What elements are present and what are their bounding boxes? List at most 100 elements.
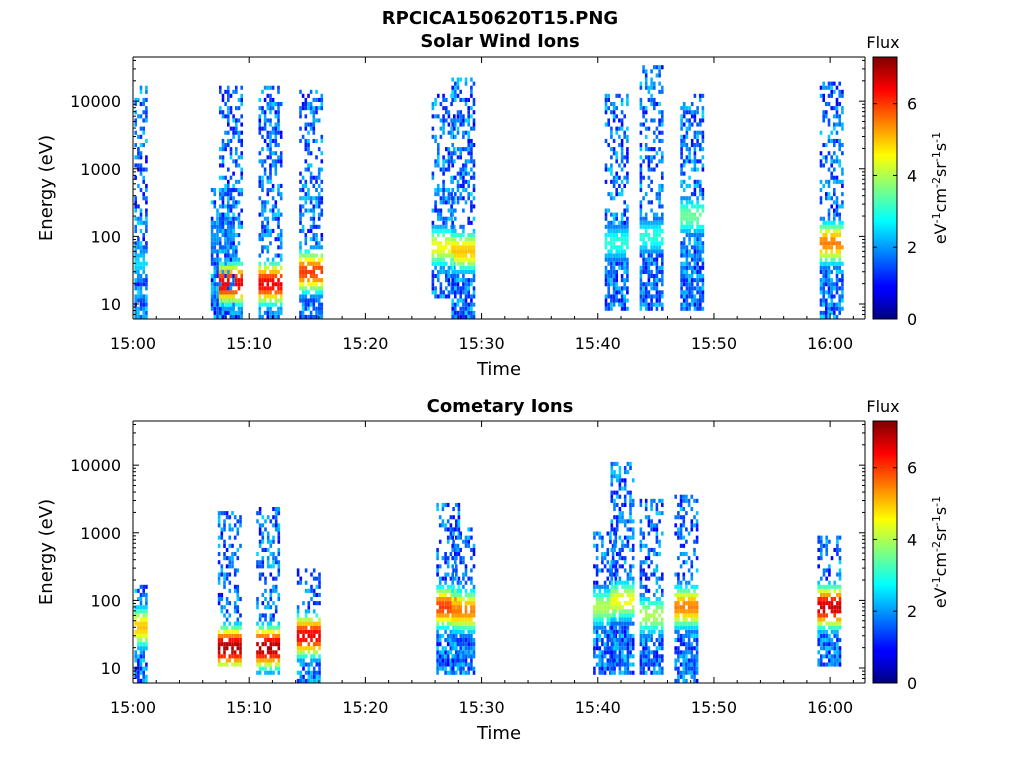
flux-cell [685,224,689,229]
flux-cell [451,265,454,270]
flux-cell [221,192,225,197]
flux-cell [436,654,439,659]
flux-cell [610,498,614,503]
flux-cell [701,294,705,299]
flux-cell [299,220,302,225]
flux-cell [650,245,653,250]
flux-cell [642,568,645,573]
flux-cell [134,674,137,679]
flux-cell [134,310,137,315]
flux-cell [225,617,229,622]
flux-cell [661,171,664,176]
flux-cell [647,629,651,634]
flux-cell [431,224,435,229]
flux-cell [451,609,454,614]
flux-cell [274,633,278,638]
flux-cell [661,629,664,634]
flux-cell [650,633,653,638]
flux-cell [269,171,272,176]
flux-cell [827,282,831,287]
flux-cell [650,527,653,532]
flux-cell [221,97,225,102]
flux-cell [453,224,456,229]
flux-cell [598,633,602,638]
flux-cell [631,498,635,503]
flux-cell [451,245,454,250]
flux-cell [139,163,143,168]
flux-cell [277,269,280,274]
flux-cell [606,642,610,647]
flux-cell [456,171,460,176]
flux-cell [263,126,267,131]
flux-cell [642,605,645,610]
flux-cell [623,584,627,589]
flux-cell [841,89,844,94]
flux-cell [229,237,233,242]
flux-cell [261,286,264,291]
flux-cell [310,674,313,679]
flux-cell [213,192,217,197]
flux-cell [647,556,651,561]
flux-cell [699,147,702,152]
flux-cell [610,228,613,233]
flux-cell [620,241,624,246]
flux-cell [601,560,604,565]
flux-cell [237,233,241,238]
flux-cell [620,151,624,156]
flux-cell [266,224,270,229]
flux-cell [699,290,702,295]
flux-cell [615,502,619,507]
flux-cell [621,613,624,618]
flux-cell [438,650,442,655]
flux-cell [825,306,828,311]
flux-cell [593,646,596,651]
flux-cell [210,249,214,254]
flux-cell [258,175,262,180]
flux-cell [232,294,235,299]
flux-cell [462,114,465,119]
flux-cell [445,228,448,233]
flux-cell [647,564,651,569]
flux-cell [436,670,439,675]
flux-cell [219,294,222,299]
flux-cell [610,466,614,471]
flux-cell [819,282,823,287]
flux-cell [229,196,233,201]
flux-cell [470,159,473,164]
flux-cell [618,249,621,254]
flux-cell [279,265,283,270]
flux-cell [838,233,841,238]
flux-cell [644,294,648,299]
flux-cell [217,592,221,597]
flux-cell [464,580,468,585]
flux-cell [696,220,699,225]
flux-cell [604,253,608,258]
flux-cell [639,163,643,168]
flux-cell [470,106,473,111]
flux-cell [688,278,691,283]
flux-cell [690,102,694,107]
flux-cell [454,245,457,250]
flux-cell [470,568,473,573]
flux-cell [647,85,651,90]
flux-cell [699,306,702,311]
flux-cell [213,237,217,242]
flux-cell [240,151,243,156]
flux-cell [682,208,686,213]
flux-cell [317,204,321,209]
flux-cell [685,249,689,254]
flux-cell [653,621,656,626]
flux-cell [240,122,243,127]
flux-cell [639,519,643,524]
flux-cell [139,666,143,671]
flux-cell [274,126,278,131]
flux-cell [615,646,619,651]
flux-cell [296,605,300,610]
flux-cell [650,253,653,258]
flux-cell [464,118,468,123]
flux-cell [315,241,318,246]
flux-cell [593,543,596,548]
flux-cell [134,110,137,115]
flux-cell [227,200,230,205]
